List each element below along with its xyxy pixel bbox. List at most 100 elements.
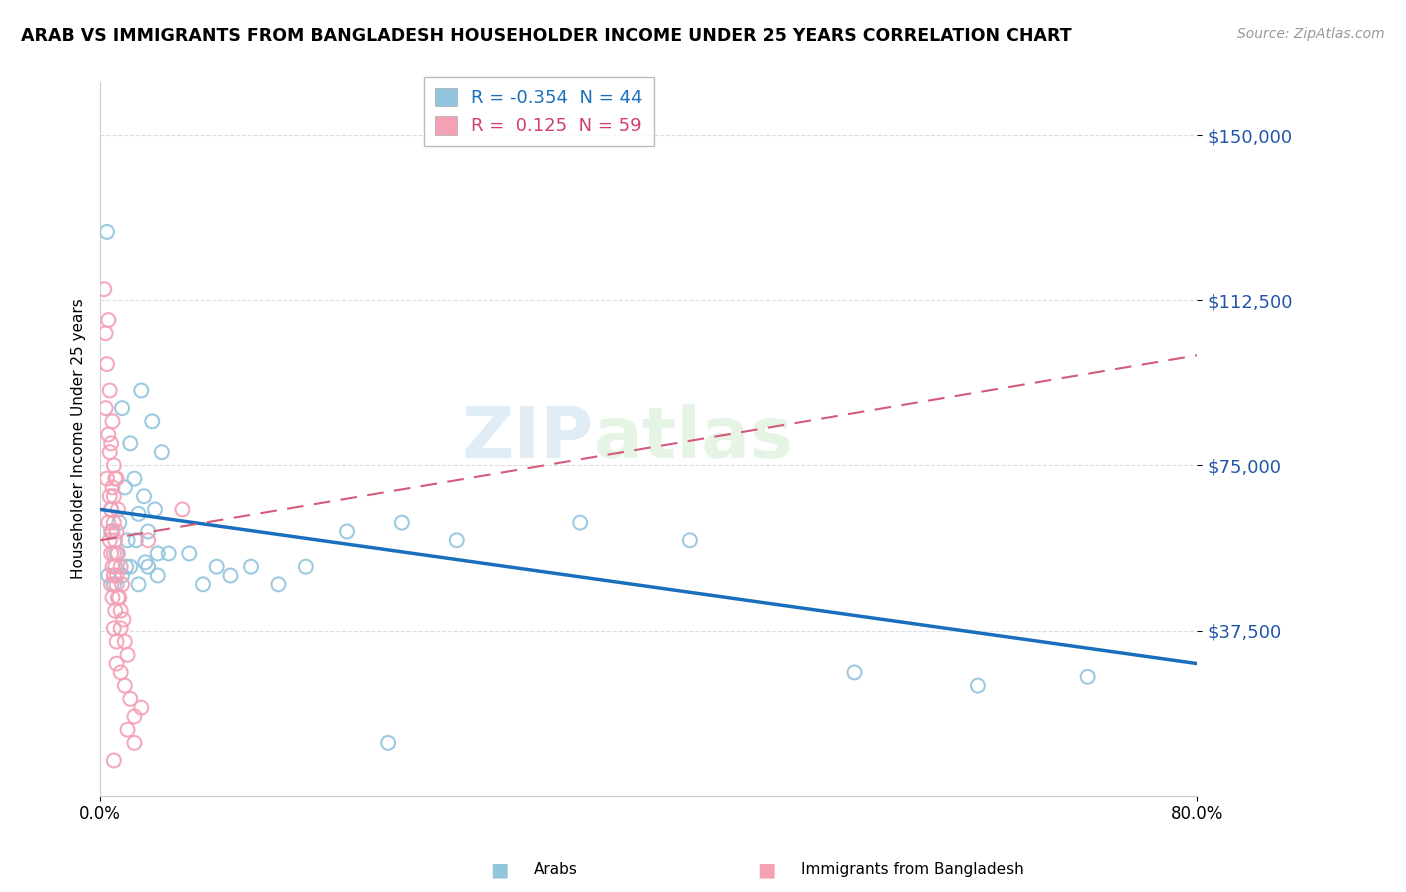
Point bbox=[107, 502, 129, 516]
Point bbox=[132, 489, 155, 503]
Point bbox=[136, 524, 159, 539]
Point bbox=[191, 577, 214, 591]
Point bbox=[336, 524, 359, 539]
Point bbox=[101, 524, 124, 539]
Point bbox=[98, 445, 121, 459]
Point bbox=[120, 559, 142, 574]
Point bbox=[105, 657, 128, 671]
Point bbox=[104, 604, 127, 618]
Point bbox=[446, 533, 468, 548]
Point bbox=[240, 559, 263, 574]
Point bbox=[103, 568, 125, 582]
Point bbox=[103, 516, 125, 530]
Point bbox=[100, 502, 122, 516]
Point bbox=[98, 533, 121, 548]
Point bbox=[134, 555, 156, 569]
Point bbox=[117, 533, 139, 548]
Point bbox=[100, 577, 122, 591]
Point bbox=[205, 559, 228, 574]
Point bbox=[115, 559, 138, 574]
Point bbox=[94, 326, 117, 341]
Point bbox=[105, 472, 128, 486]
Point bbox=[93, 282, 115, 296]
Point bbox=[108, 516, 131, 530]
Point bbox=[96, 357, 118, 371]
Text: Immigrants from Bangladesh: Immigrants from Bangladesh bbox=[801, 863, 1024, 877]
Point bbox=[124, 709, 146, 723]
Point bbox=[104, 472, 127, 486]
Point bbox=[100, 524, 122, 539]
Point bbox=[111, 577, 134, 591]
Point bbox=[103, 489, 125, 503]
Point bbox=[98, 489, 121, 503]
Point bbox=[129, 700, 152, 714]
Point bbox=[97, 313, 120, 327]
Point bbox=[117, 648, 139, 662]
Point bbox=[101, 480, 124, 494]
Point bbox=[105, 524, 128, 539]
Text: ZIP: ZIP bbox=[461, 404, 593, 474]
Point bbox=[114, 679, 136, 693]
Text: ■: ■ bbox=[756, 860, 776, 880]
Point bbox=[96, 472, 118, 486]
Point bbox=[179, 546, 201, 560]
Point bbox=[124, 736, 146, 750]
Point bbox=[103, 621, 125, 635]
Point bbox=[112, 613, 135, 627]
Point bbox=[120, 691, 142, 706]
Point bbox=[97, 516, 120, 530]
Point bbox=[105, 546, 128, 560]
Point bbox=[844, 665, 866, 680]
Point bbox=[105, 577, 128, 591]
Point bbox=[97, 427, 120, 442]
Point bbox=[108, 591, 131, 605]
Point bbox=[569, 516, 592, 530]
Point bbox=[98, 384, 121, 398]
Point bbox=[146, 546, 169, 560]
Text: ARAB VS IMMIGRANTS FROM BANGLADESH HOUSEHOLDER INCOME UNDER 25 YEARS CORRELATION: ARAB VS IMMIGRANTS FROM BANGLADESH HOUSE… bbox=[21, 27, 1071, 45]
Point bbox=[110, 665, 132, 680]
Text: ■: ■ bbox=[489, 860, 509, 880]
Point bbox=[105, 634, 128, 648]
Point bbox=[141, 414, 163, 428]
Point bbox=[120, 436, 142, 450]
Point bbox=[111, 568, 134, 582]
Point bbox=[103, 577, 125, 591]
Point bbox=[100, 502, 122, 516]
Point bbox=[104, 533, 127, 548]
Point bbox=[150, 445, 173, 459]
Point bbox=[124, 472, 146, 486]
Point bbox=[1077, 670, 1099, 684]
Point bbox=[103, 458, 125, 473]
Point bbox=[107, 546, 129, 560]
Point bbox=[96, 225, 118, 239]
Point bbox=[110, 559, 132, 574]
Text: atlas: atlas bbox=[593, 404, 794, 474]
Point bbox=[295, 559, 318, 574]
Point bbox=[391, 516, 413, 530]
Point bbox=[157, 546, 180, 560]
Point bbox=[107, 591, 129, 605]
Point bbox=[110, 621, 132, 635]
Point bbox=[111, 401, 134, 416]
Point bbox=[110, 604, 132, 618]
Point bbox=[679, 533, 702, 548]
Point bbox=[128, 577, 150, 591]
Point bbox=[172, 502, 194, 516]
Text: Source: ZipAtlas.com: Source: ZipAtlas.com bbox=[1237, 27, 1385, 41]
Point bbox=[103, 754, 125, 768]
Point bbox=[129, 384, 152, 398]
Point bbox=[117, 723, 139, 737]
Point bbox=[100, 546, 122, 560]
Point bbox=[136, 533, 159, 548]
Legend: R = -0.354  N = 44, R =  0.125  N = 59: R = -0.354 N = 44, R = 0.125 N = 59 bbox=[425, 77, 654, 146]
Point bbox=[377, 736, 399, 750]
Point bbox=[105, 568, 128, 582]
Point bbox=[103, 546, 125, 560]
Point bbox=[100, 436, 122, 450]
Point bbox=[104, 559, 127, 574]
Point bbox=[967, 679, 990, 693]
Point bbox=[97, 568, 120, 582]
Point bbox=[101, 591, 124, 605]
Point bbox=[101, 414, 124, 428]
